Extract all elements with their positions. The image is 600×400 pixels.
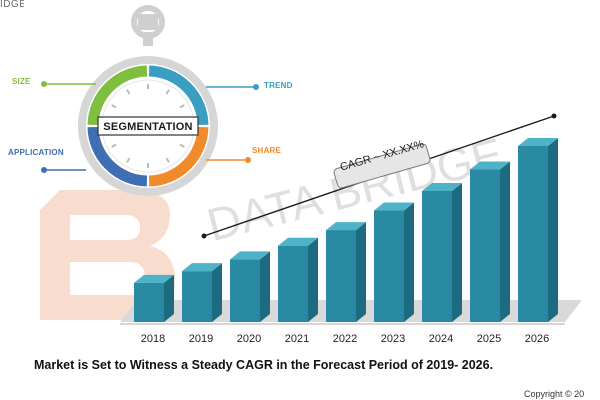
bar-top xyxy=(134,274,174,283)
x-tick-label: 2022 xyxy=(333,333,357,345)
bar-side xyxy=(404,202,414,322)
stopwatch-tick xyxy=(179,143,185,148)
chart-caption: Market is Set to Witness a Steady CAGR i… xyxy=(34,358,494,372)
bar-top xyxy=(518,138,558,146)
size-leader-dot xyxy=(41,81,47,87)
bar-top xyxy=(374,202,414,211)
application-leader-dot xyxy=(41,167,47,173)
bar-2018 xyxy=(134,274,174,322)
cagr-box xyxy=(333,143,431,189)
bar-2025 xyxy=(470,161,510,322)
bar-front xyxy=(134,282,164,322)
segment-label-trend: TREND xyxy=(264,81,293,90)
bar-front xyxy=(278,245,308,322)
stopwatch-tick xyxy=(111,104,117,109)
watermark-logo-mark xyxy=(40,190,175,320)
bar-top xyxy=(230,251,270,260)
stopwatch-tick xyxy=(126,157,131,163)
x-tick-label: 2020 xyxy=(237,333,261,345)
bar-front xyxy=(518,146,548,322)
segment-arc-application xyxy=(87,126,148,187)
bar-front xyxy=(182,271,212,322)
brand-logo-text: IDGE xyxy=(0,0,24,10)
x-tick-label: 2023 xyxy=(381,333,405,345)
segment-arc-share xyxy=(148,126,209,187)
bar-2019 xyxy=(182,263,222,322)
bar-2021 xyxy=(278,237,318,322)
copyright-text: Copyright © 20 xyxy=(524,389,585,399)
trend-leader-dot xyxy=(253,84,259,90)
bar-2020 xyxy=(230,251,270,322)
share-leader-dot xyxy=(245,157,251,163)
trend-end-dot xyxy=(551,113,557,119)
segment-arc-size xyxy=(87,65,148,126)
x-tick-label: 2021 xyxy=(285,333,309,345)
trend-start-dot xyxy=(201,233,207,239)
bar-2026 xyxy=(518,138,558,322)
stopwatch-crown xyxy=(138,14,158,30)
bar-top xyxy=(326,222,366,231)
bar-top xyxy=(182,263,222,272)
bar-2023 xyxy=(374,202,414,322)
x-tick-label: 2026 xyxy=(525,333,549,345)
brand-logo-corner: IDGE xyxy=(0,0,24,22)
stopwatch-neck xyxy=(143,32,153,46)
bar-side xyxy=(164,274,174,322)
bar-front xyxy=(326,230,356,322)
segment-label-share: SHARE xyxy=(252,146,282,155)
bar-2022 xyxy=(326,222,366,322)
bar-side xyxy=(212,263,222,322)
bar-top xyxy=(470,161,510,170)
segment-label-size: SIZE xyxy=(12,77,31,86)
cagr-trend-line xyxy=(201,113,557,239)
x-tick-label: 2018 xyxy=(141,333,165,345)
bar-side xyxy=(548,138,558,322)
segmentation-title: SEGMENTATION xyxy=(103,121,193,133)
stopwatch-tick xyxy=(126,89,131,95)
bar-side xyxy=(308,237,318,322)
x-tick-label: 2024 xyxy=(429,333,453,345)
stopwatch-tick xyxy=(179,104,185,109)
bar-top xyxy=(422,182,462,191)
bar-front xyxy=(422,190,452,322)
x-tick-label: 2025 xyxy=(477,333,501,345)
bar-2024 xyxy=(422,182,462,322)
bar-side xyxy=(500,161,510,322)
x-tick-label: 2019 xyxy=(189,333,213,345)
stopwatch-tick xyxy=(165,89,170,95)
bar-side xyxy=(356,222,366,322)
bar-top xyxy=(278,237,318,246)
stopwatch-tick xyxy=(165,157,170,163)
segmentation-stopwatch xyxy=(41,5,259,196)
segment-label-application: APPLICATION xyxy=(8,148,64,157)
segment-arc-trend xyxy=(148,65,209,126)
segmentation-box xyxy=(97,116,199,136)
x-axis-ticks: 2018 2019 2020 2021 2022 2023 2024 2025 2026 xyxy=(141,333,549,345)
bar-side xyxy=(452,182,462,322)
stopwatch-tick xyxy=(111,143,117,148)
bar-series xyxy=(134,138,558,322)
bar-side xyxy=(260,251,270,322)
bar-front xyxy=(374,210,404,322)
bar-front xyxy=(470,169,500,322)
bar-front xyxy=(230,259,260,322)
